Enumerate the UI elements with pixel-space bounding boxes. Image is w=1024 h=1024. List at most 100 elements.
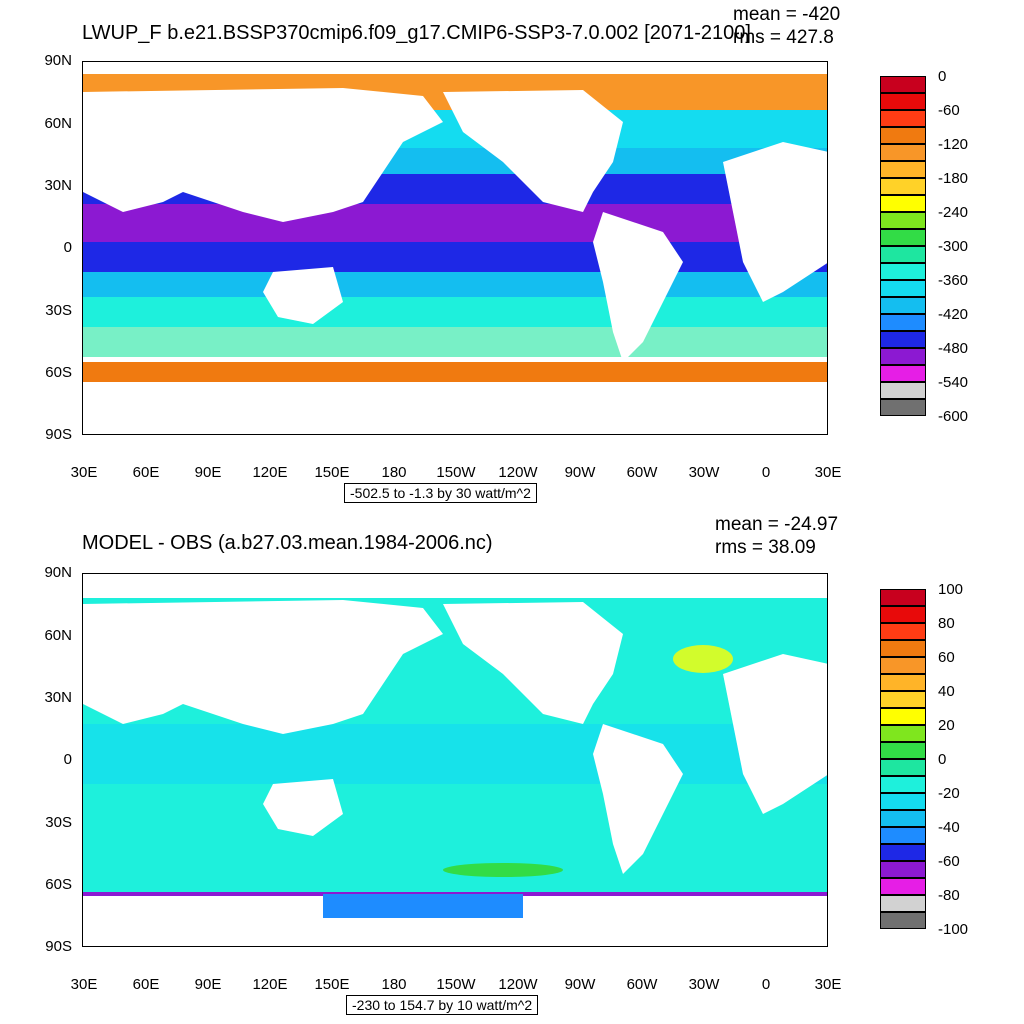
colorbar-swatch — [880, 657, 926, 674]
colorbar-label: -420 — [938, 306, 969, 323]
colorbar-swatch — [880, 793, 926, 810]
lon-label: 30W — [688, 464, 720, 481]
colorbar-label: -540 — [938, 374, 969, 391]
lon-label: 30W — [688, 976, 720, 993]
colorbar-swatch — [880, 399, 926, 416]
lon-label: 120E — [252, 976, 288, 993]
contour-range-label: -230 to 154.7 by 10 watt/m^2 — [346, 995, 539, 1015]
colorbar-label: -60 — [938, 102, 960, 119]
colorbar-bottom — [880, 589, 926, 931]
colorbar-swatch — [880, 759, 926, 776]
lon-label: 0 — [761, 464, 771, 481]
colorbar-swatch — [880, 912, 926, 929]
colorbar-label: 0 — [938, 751, 947, 768]
colorbar-swatch — [880, 589, 926, 606]
colorbar-swatch — [880, 348, 926, 365]
colorbar-label: 100 — [938, 581, 964, 598]
panel-title: MODEL - OBS (a.b27.03.mean.1984-2006.nc) — [82, 532, 493, 554]
colorbar-swatch — [880, 314, 926, 331]
colorbar-label: 80 — [938, 615, 955, 632]
colorbar-swatch — [880, 895, 926, 912]
colorbar-swatch — [880, 178, 926, 195]
colorbar-label: -60 — [938, 853, 960, 870]
lat-label: 30N — [44, 177, 72, 194]
lat-label: 60S — [45, 364, 72, 381]
lat-label: 90N — [44, 564, 72, 581]
lat-label: 90N — [44, 52, 72, 69]
colorbar-label: 0 — [938, 68, 947, 85]
lon-label: 30E — [814, 464, 842, 481]
colorbar-swatch — [880, 127, 926, 144]
colorbar-swatch — [880, 76, 926, 93]
lon-label: 30E — [70, 976, 98, 993]
colorbar-label: -20 — [938, 785, 960, 802]
lon-label: 180 — [381, 976, 407, 993]
colorbar-swatch — [880, 844, 926, 861]
lat-label: 90S — [45, 426, 72, 443]
colorbar-swatch — [880, 776, 926, 793]
map-fill-top — [83, 62, 827, 434]
colorbar-swatch — [880, 725, 926, 742]
colorbar-label: 20 — [938, 717, 955, 734]
panel-title: LWUP_F b.e21.BSSP370cmip6.f09_g17.CMIP6-… — [82, 22, 751, 44]
colorbar-label: -80 — [938, 887, 960, 904]
colorbar-swatch — [880, 246, 926, 263]
colorbar-swatch — [880, 691, 926, 708]
colorbar-swatch — [880, 297, 926, 314]
lon-label: 60E — [132, 464, 160, 481]
lon-label: 150E — [314, 976, 350, 993]
lon-label: 30E — [814, 976, 842, 993]
colorbar-swatch — [880, 110, 926, 127]
colorbar-label: -120 — [938, 136, 969, 153]
colorbar-swatch — [880, 382, 926, 399]
colorbar-label: -300 — [938, 238, 969, 255]
lon-label: 90E — [194, 464, 222, 481]
colorbar-swatch — [880, 161, 926, 178]
colorbar-swatch — [880, 623, 926, 640]
map-plot-top — [82, 61, 828, 435]
colorbar-swatch — [880, 708, 926, 725]
lat-label: 60S — [45, 876, 72, 893]
colorbar-label: -360 — [938, 272, 969, 289]
colorbar-swatch — [880, 195, 926, 212]
mean-value: mean = -420 — [733, 4, 841, 25]
colorbar-label: 60 — [938, 649, 955, 666]
colorbar-label: -40 — [938, 819, 960, 836]
lat-label: 30S — [45, 814, 72, 831]
map-fill-bottom — [83, 574, 827, 946]
lon-label: 60E — [132, 976, 160, 993]
colorbar-label: -180 — [938, 170, 969, 187]
colorbar-swatch — [880, 331, 926, 348]
lon-label: 150W — [436, 464, 476, 481]
lon-label: 120E — [252, 464, 288, 481]
panel-top: LWUP_F b.e21.BSSP370cmip6.f09_g17.CMIP6-… — [44, 4, 969, 503]
colorbar-swatch — [880, 144, 926, 161]
colorbar-swatch — [880, 229, 926, 246]
colorbar-swatch — [880, 280, 926, 297]
colorbar-label: 40 — [938, 683, 955, 700]
lat-label: 30N — [44, 689, 72, 706]
lon-label: 60W — [626, 976, 658, 993]
colorbar-swatch — [880, 263, 926, 280]
lat-label: 0 — [63, 751, 72, 768]
colorbar-swatch — [880, 212, 926, 229]
colorbar-swatch — [880, 640, 926, 657]
lon-label: 150E — [314, 464, 350, 481]
lon-label: 150W — [436, 976, 476, 993]
colorbar-swatch — [880, 878, 926, 895]
lon-label: 120W — [498, 976, 538, 993]
colorbar-swatch — [880, 93, 926, 110]
map-plot-bottom — [82, 573, 828, 947]
colorbar-swatch — [880, 674, 926, 691]
lon-label: 90E — [194, 976, 222, 993]
colorbar-swatch — [880, 861, 926, 878]
lat-label: 30S — [45, 302, 72, 319]
lon-label: 90W — [564, 976, 596, 993]
colorbar-top — [880, 76, 926, 418]
colorbar-swatch — [880, 810, 926, 827]
colorbar-label: -100 — [938, 921, 969, 938]
colorbar-swatch — [880, 827, 926, 844]
contour-range-label: -502.5 to -1.3 by 30 watt/m^2 — [344, 483, 537, 503]
lat-label: 60N — [44, 115, 72, 132]
lat-label: 90S — [45, 938, 72, 955]
